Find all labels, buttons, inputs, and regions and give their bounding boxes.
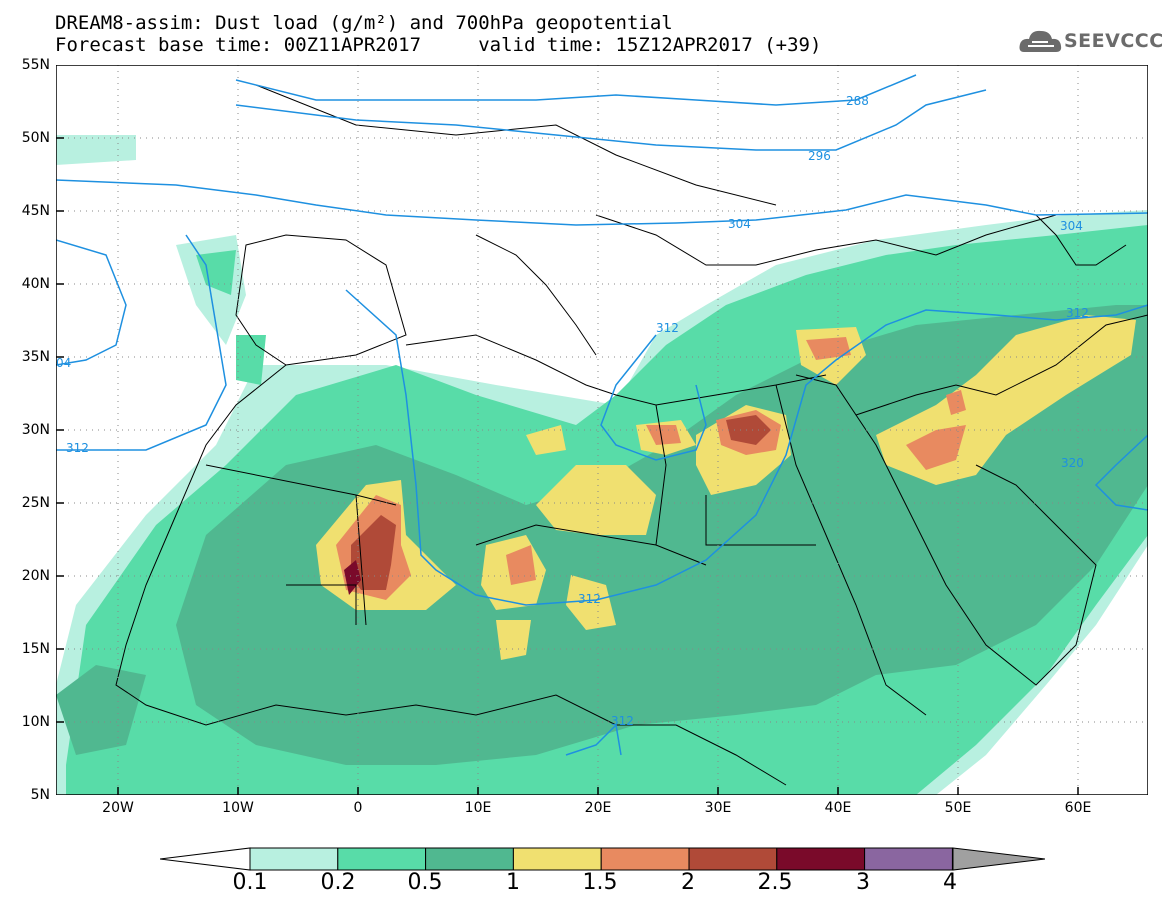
lat-label: 25N	[21, 495, 50, 511]
map-subtitle: Forecast base time: 00Z11APR2017 valid t…	[55, 34, 822, 56]
contour-label: 288	[846, 94, 869, 108]
contour-labels: 288 296 304 304 312 312 312 312 312 320 …	[56, 94, 1089, 728]
colorbar-swatch	[512, 847, 602, 871]
lon-label: 60E	[1064, 800, 1092, 816]
lon-label: 20E	[584, 800, 612, 816]
colorbar-label: 0.5	[407, 870, 443, 895]
lon-label: 50E	[944, 800, 972, 816]
colorbar-label: 0.2	[320, 870, 356, 895]
lat-label: 50N	[21, 130, 50, 146]
lon-label: 30E	[704, 800, 732, 816]
colorbar-under-triangle	[160, 847, 251, 871]
contour-label: 04	[56, 356, 71, 370]
contour-label: 296	[808, 149, 831, 163]
contour-label: 304	[728, 217, 751, 231]
colorbar-swatch	[864, 847, 953, 871]
dust-level-0-5	[56, 305, 1148, 765]
dust-load-map: 288 296 304 304 312 312 312 312 312 320 …	[56, 65, 1148, 795]
logo-text: SEEVCCC	[1064, 30, 1164, 52]
colorbar-swatch	[425, 847, 514, 871]
lat-label: 40N	[21, 276, 50, 292]
lon-label: 10E	[464, 800, 492, 816]
colorbar-swatch	[776, 847, 866, 871]
lat-label: 10N	[21, 714, 50, 730]
lon-label: 40E	[824, 800, 852, 816]
colorbar	[160, 847, 1045, 871]
contour-label: 312	[578, 592, 601, 606]
coastlines	[115, 84, 1148, 786]
colorbar-swatch	[600, 847, 690, 871]
cloud-icon	[1019, 30, 1062, 52]
lat-label: 5N	[30, 787, 50, 803]
colorbar-label: 4	[943, 870, 957, 895]
contour-label: 304	[1060, 219, 1083, 233]
map-title: DREAM8-assim: Dust load (g/m²) and 700hP…	[55, 12, 673, 34]
colorbar-swatch	[688, 847, 778, 871]
lon-label: 10W	[222, 800, 254, 816]
lon-label: 20W	[102, 800, 134, 816]
colorbar-label: 1.5	[582, 870, 618, 895]
colorbar-over-triangle	[952, 847, 1045, 871]
axis-ticks	[56, 137, 1079, 795]
seevccc-logo: SEEVCCC	[1018, 26, 1163, 58]
colorbar-swatch	[337, 847, 427, 871]
contour-label: 312	[611, 714, 634, 728]
colorbar-label: 3	[856, 870, 870, 895]
geopotential-contours	[56, 74, 1148, 756]
contour-label: 312	[66, 441, 89, 455]
colorbar-label: 2	[681, 870, 695, 895]
lon-label: 0	[353, 800, 363, 816]
graticule	[56, 65, 1148, 795]
dust-level-2-5	[344, 560, 361, 595]
colorbar-swatch	[249, 847, 339, 871]
contour-label: 320	[1061, 456, 1084, 470]
lat-label: 35N	[21, 349, 50, 365]
colorbar-label: 2.5	[757, 870, 793, 895]
lat-label: 55N	[21, 57, 50, 73]
colorbar-label: 0.1	[232, 870, 268, 895]
lat-label: 20N	[21, 568, 50, 584]
colorbar-label: 1	[506, 870, 520, 895]
contour-label: 312	[1066, 306, 1089, 320]
contour-label: 312	[656, 321, 679, 335]
lat-label: 30N	[21, 422, 50, 438]
lat-label: 15N	[21, 641, 50, 657]
lat-label: 45N	[21, 203, 50, 219]
